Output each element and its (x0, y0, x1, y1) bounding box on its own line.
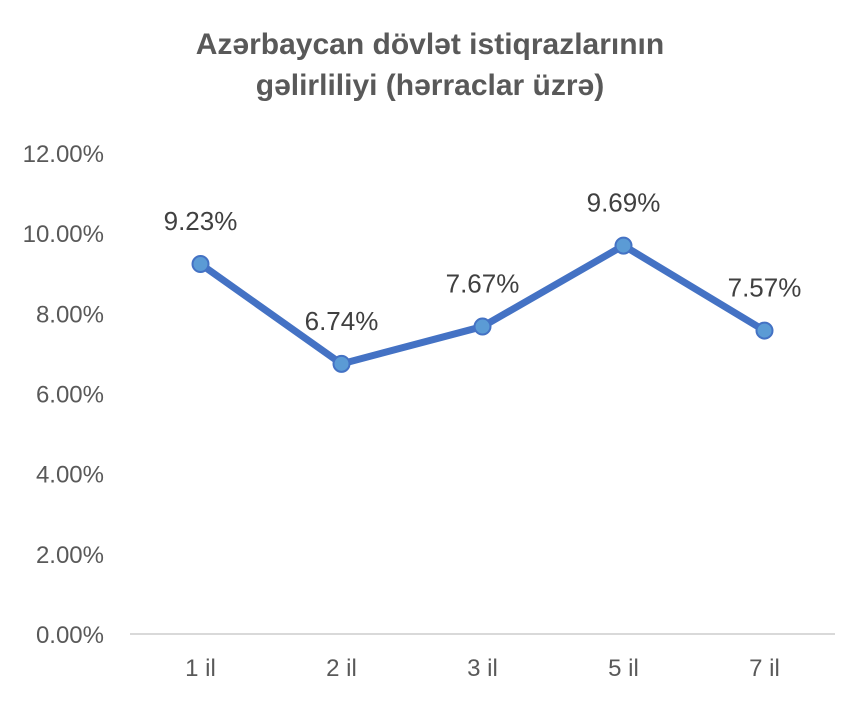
chart-title-line-1: Azərbaycan dövlət istiqrazlarının (195, 28, 665, 61)
x-tick-label: 3 il (467, 655, 498, 682)
y-tick-label: 10.00% (23, 221, 104, 248)
data-label: 6.74% (305, 306, 379, 336)
x-tick-label: 7 il (749, 655, 780, 682)
y-tick-label: 2.00% (36, 542, 104, 569)
y-tick-label: 6.00% (36, 382, 104, 409)
data-point (614, 236, 633, 255)
y-tick-label: 8.00% (36, 301, 104, 328)
x-tick-label: 5 il (608, 655, 639, 682)
series-line (197, 242, 768, 368)
data-label: 9.69% (587, 188, 661, 218)
data-point (473, 317, 492, 336)
y-tick-label: 4.00% (36, 462, 104, 489)
y-tick-label: 0.00% (36, 622, 104, 649)
data-label: 9.23% (164, 206, 238, 236)
chart-title-line-2: gəlirliliyi (hərraclar üzrə) (255, 69, 605, 102)
x-tick-label: 2 il (326, 655, 357, 682)
y-tick-label: 12.00% (23, 141, 104, 168)
data-point (755, 321, 774, 340)
data-label: 7.67% (446, 269, 520, 299)
data-label: 7.57% (728, 273, 802, 303)
data-point (191, 255, 210, 274)
data-point (332, 354, 351, 373)
x-tick-label: 1 il (185, 655, 216, 682)
chart-title: Azərbaycan dövlət istiqrazlarının gəlirl… (0, 24, 860, 106)
